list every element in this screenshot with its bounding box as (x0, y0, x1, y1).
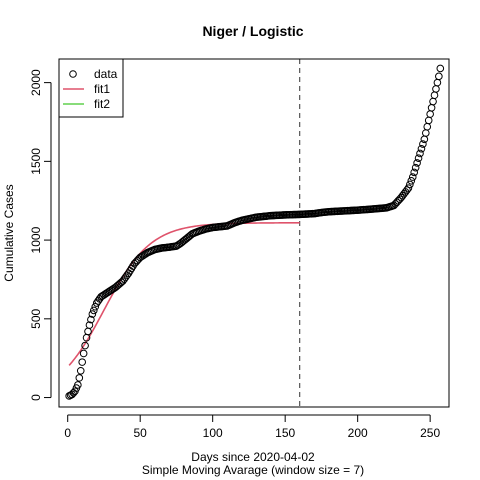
data-point (413, 159, 421, 167)
data-point (436, 64, 445, 73)
x-tick-label: 50 (134, 426, 148, 440)
y-tick-label: 500 (29, 308, 43, 328)
y-axis-label: Cumulative Cases (2, 184, 16, 281)
data-point (85, 321, 94, 329)
legend: data fit1 fit2 (58, 58, 124, 118)
data-point (404, 184, 413, 192)
chart-title: Niger / Logistic (202, 23, 303, 39)
data-point (76, 366, 85, 375)
data-point (419, 140, 427, 148)
y-axis: 0 500 1000 1500 2000 (29, 69, 52, 401)
legend-data-symbol (69, 70, 77, 78)
x-axis-sublabel: Simple Moving Avarage (window size = 7) (142, 463, 364, 477)
data-point (81, 341, 89, 350)
legend-fit2-label: fit2 (94, 97, 110, 111)
data-point (74, 381, 82, 389)
y-tick-label: 1500 (29, 148, 43, 175)
legend-data-label: data (94, 67, 118, 81)
data-point (78, 358, 86, 366)
x-tick-label: 200 (348, 426, 368, 440)
y-tick-label: 2000 (29, 69, 43, 96)
data-point (88, 310, 97, 318)
data-point (408, 173, 417, 181)
data-point (417, 144, 426, 153)
x-axis: 0 50 100 150 200 250 (64, 414, 440, 440)
data-point (414, 154, 423, 162)
data-points-layer (65, 64, 445, 400)
x-tick-label: 100 (203, 426, 223, 440)
x-tick-label: 0 (64, 426, 71, 440)
y-tick-label: 1000 (29, 226, 43, 253)
x-tick-label: 150 (275, 426, 295, 440)
x-axis-label: Days since 2020-04-02 (191, 450, 315, 464)
data-point (406, 180, 414, 189)
plot-frame (58, 58, 450, 408)
y-tick-label: 0 (29, 394, 43, 401)
data-point (91, 302, 100, 311)
data-point (75, 374, 84, 382)
data-point (410, 168, 419, 177)
fit1-line (68, 222, 300, 366)
data-point (416, 149, 424, 158)
data-point (407, 176, 416, 185)
x-tick-label: 250 (420, 426, 440, 440)
fit-lines-layer (68, 222, 300, 366)
data-point (87, 315, 95, 324)
legend-box (58, 58, 124, 118)
data-point (435, 72, 443, 81)
data-point (79, 349, 88, 358)
data-point (411, 163, 420, 172)
data-point (90, 306, 98, 315)
legend-fit1-label: fit1 (94, 82, 110, 96)
